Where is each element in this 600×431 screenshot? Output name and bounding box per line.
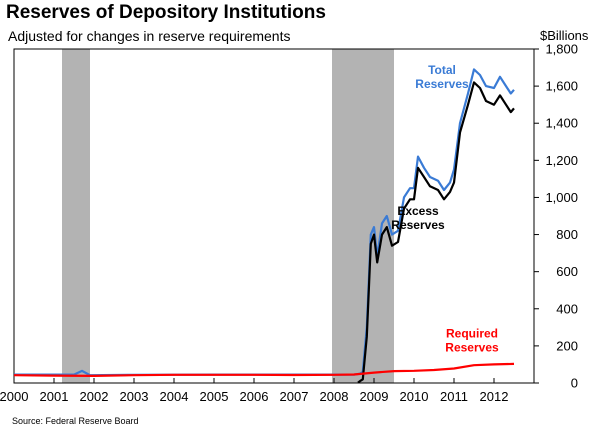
y-tick-label-1600: 1,600 <box>545 79 578 94</box>
plot-frame <box>13 48 535 384</box>
chart-subtitle: Adjusted for changes in reserve requirem… <box>8 28 291 44</box>
excess-reserves-line <box>357 81 515 384</box>
x-tick-label-2006: 2006 <box>240 389 269 404</box>
x-tick-label-2009: 2009 <box>360 389 389 404</box>
y-tick-label-0: 0 <box>571 376 578 391</box>
x-tick-label-2005: 2005 <box>200 389 229 404</box>
chart-title: Reserves of Depository Institutions <box>6 2 326 23</box>
x-tick-label-2000: 2000 <box>0 389 28 404</box>
source-note: Source: Federal Reserve Board <box>12 416 139 426</box>
series-lines <box>13 68 515 384</box>
y-tick-label-1400: 1,400 <box>545 116 578 131</box>
recession-band-2 <box>332 49 394 383</box>
recession-bands <box>62 49 394 383</box>
y-axis: 0 200 400 600 800 1,000 1,200 1,400 1,600 1,800 <box>534 42 578 391</box>
x-axis: 2000 2001 2002 2003 2004 2005 2006 2007 2008 2009… <box>0 378 508 404</box>
y-tick-label-800: 800 <box>556 227 578 242</box>
x-tick-label-2004: 2004 <box>160 389 189 404</box>
y-tick-label-400: 400 <box>556 301 578 316</box>
series-labels: Total Reserves Excess Reserves Required Reser… <box>391 63 499 354</box>
recession-band-1 <box>62 49 90 383</box>
x-tick-label-2002: 2002 <box>80 389 109 404</box>
required-reserves-line <box>13 362 515 377</box>
x-tick-label-2012: 2012 <box>480 389 509 404</box>
x-tick-label-2008: 2008 <box>320 389 349 404</box>
y-tick-label-200: 200 <box>556 338 578 353</box>
total-reserves-label: Total Reserves <box>415 63 469 91</box>
x-tick-label-2010: 2010 <box>400 389 429 404</box>
x-tick-label-2011: 2011 <box>440 389 468 404</box>
x-tick-label-2003: 2003 <box>120 389 149 404</box>
y-tick-label-1800: 1,800 <box>545 42 578 57</box>
y-axis-unit-label: $Billions <box>540 28 589 43</box>
y-tick-label-1000: 1,000 <box>545 190 578 205</box>
x-tick-label-2001: 2001 <box>40 389 69 404</box>
x-tick-label-2007: 2007 <box>280 389 309 404</box>
excess-reserves-label: Excess Reserves <box>391 204 445 232</box>
y-tick-label-600: 600 <box>556 264 578 279</box>
required-reserves-label: Required Reserves <box>445 327 499 355</box>
y-tick-label-1200: 1,200 <box>545 153 578 168</box>
